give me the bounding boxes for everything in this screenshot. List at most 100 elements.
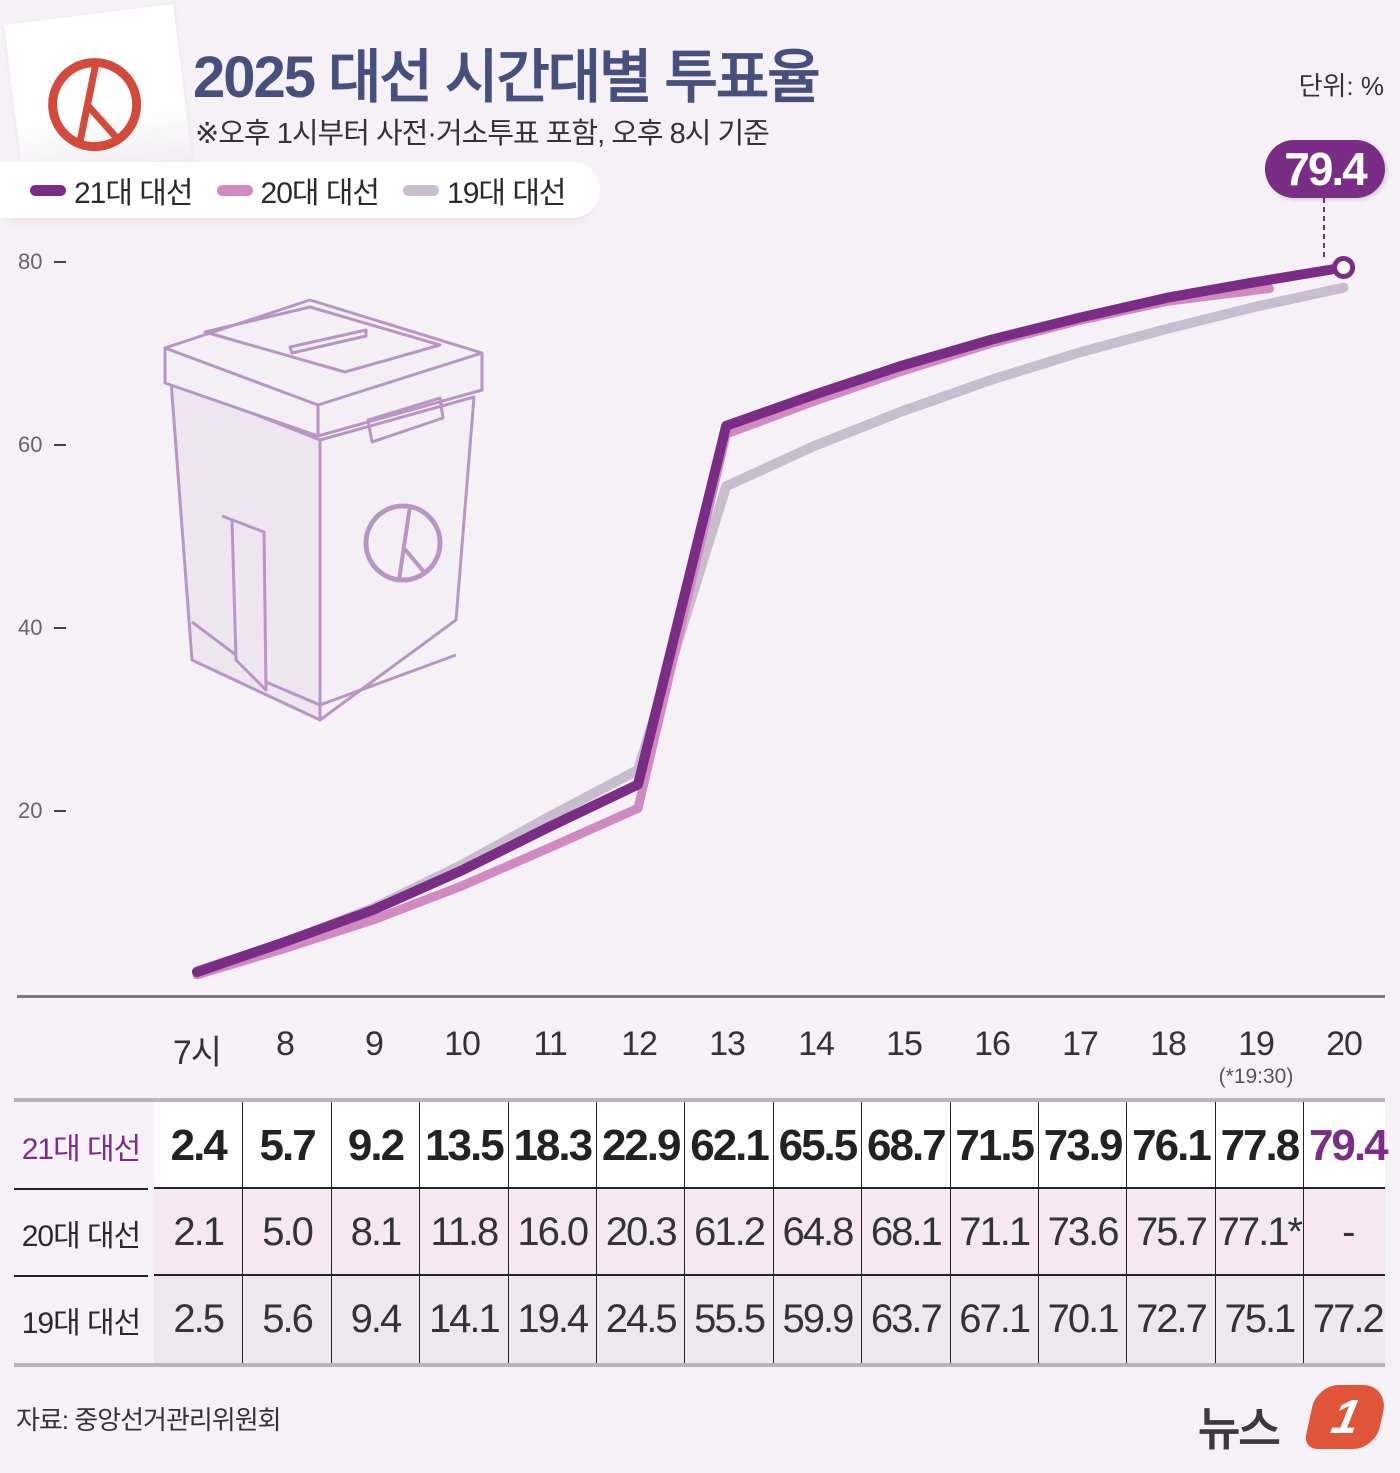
x-label: 14 xyxy=(798,1025,835,1063)
table-cell: 71.1 xyxy=(949,1189,1038,1276)
x-label: 11 xyxy=(533,1025,567,1063)
series-21-line xyxy=(192,262,1349,977)
legend-item-21: 21대 대선 xyxy=(30,168,194,212)
table-cell: 64.8 xyxy=(772,1189,861,1276)
chart-title: 2025 대선 시간대별 투표율 xyxy=(193,45,821,110)
legend: 21대 대선 20대 대선 19대 대선 xyxy=(0,162,600,218)
x-label: 13 xyxy=(709,1025,746,1063)
legend-item-19: 19대 대선 xyxy=(403,168,567,212)
table-cell: 16.0 xyxy=(507,1189,596,1276)
legend-item-20: 20대 대선 xyxy=(216,168,381,212)
x-axis-baseline xyxy=(17,995,1385,998)
table-cell: 61.2 xyxy=(684,1189,772,1276)
table-cell: 59.9 xyxy=(772,1276,861,1363)
table-cell: 67.1 xyxy=(949,1276,1038,1363)
table-cell: 68.7 xyxy=(861,1102,949,1189)
source-note: 자료: 중앙선거관리위원회 xyxy=(16,1405,282,1435)
y-tick-20: 20 xyxy=(18,798,78,824)
row-label: 21대 대선 xyxy=(21,1132,142,1166)
x-label: 19 xyxy=(1238,1025,1275,1063)
table-cell: 8.1 xyxy=(330,1189,419,1276)
table-cell: 77.2 xyxy=(1303,1276,1391,1363)
table-cell: 24.5 xyxy=(595,1276,684,1363)
legend-label: 21대 대선 xyxy=(74,177,194,210)
table-cell: 77.1* xyxy=(1214,1189,1303,1276)
table-cell: 62.1 xyxy=(684,1102,772,1189)
unit-label: 단위: % xyxy=(1298,71,1384,101)
x-label: 20 xyxy=(1326,1025,1363,1063)
table-cell: 2.1 xyxy=(173,1210,225,1254)
table-cell: 13.5 xyxy=(419,1102,507,1189)
x-label: 15 xyxy=(886,1025,923,1063)
x-label: 16 xyxy=(974,1025,1011,1063)
table-cell: 72.7 xyxy=(1126,1276,1214,1363)
table-cell: 20.3 xyxy=(595,1189,684,1276)
table-cell: 73.6 xyxy=(1037,1189,1126,1276)
row-divider xyxy=(14,1188,148,1190)
table-cell: 2.5 xyxy=(173,1297,225,1341)
table-cell: 65.5 xyxy=(772,1102,861,1189)
table-cell: 55.5 xyxy=(684,1276,772,1363)
table-cell-highlight: 79.4 xyxy=(1303,1102,1391,1189)
x-label: 10 xyxy=(444,1025,481,1063)
end-point-marker xyxy=(1332,255,1356,279)
y-tick-80: 80 xyxy=(18,249,78,275)
x-label: 17 xyxy=(1062,1025,1099,1063)
x-label-note: (*19:30) xyxy=(1218,1065,1294,1088)
row-cells: 2.5 5.6 9.4 14.1 19.4 24.5 55.5 59.9 63.… xyxy=(154,1276,1385,1363)
table-cell: 70.1 xyxy=(1037,1276,1126,1363)
legend-swatch-19 xyxy=(403,184,440,196)
ballot-stamp-icon xyxy=(48,58,142,152)
table-cell: - xyxy=(1303,1189,1391,1276)
x-label: 12 xyxy=(621,1025,658,1063)
y-tick-40: 40 xyxy=(18,615,78,641)
x-axis-labels: 7시 8 9 10 11 12 13 14 15 16 17 18 19 (*1… xyxy=(0,1025,1400,1095)
table-cell: 75.1 xyxy=(1214,1276,1303,1363)
legend-swatch-21 xyxy=(30,184,66,196)
row-cells: 2.4 5.7 9.2 13.5 18.3 22.9 62.1 65.5 68.… xyxy=(154,1102,1389,1189)
row-cells: 2.1 5.0 8.1 11.8 16.0 20.3 61.2 64.8 68.… xyxy=(154,1189,1385,1276)
table-cell: 9.4 xyxy=(330,1276,419,1363)
y-tick-60: 60 xyxy=(18,432,78,458)
chart-subtitle: ※오후 1시부터 사전·거소투표 포함, 오후 8시 기준 xyxy=(195,118,770,150)
legend-swatch-20 xyxy=(216,184,253,196)
table-cell: 9.2 xyxy=(330,1102,419,1189)
table-cell: 75.7 xyxy=(1126,1189,1214,1276)
brand-text: 뉴스 xyxy=(1198,1403,1281,1455)
table-cell: 11.8 xyxy=(419,1189,507,1276)
table-cell: 18.3 xyxy=(507,1102,596,1189)
table-bottom-rule xyxy=(14,1363,1385,1367)
table-cell: 22.9 xyxy=(595,1102,684,1189)
table-cell: 76.1 xyxy=(1126,1102,1214,1189)
table-row-19: 19대 대선 2.5 5.6 9.4 14.1 19.4 24.5 55.5 5… xyxy=(14,1276,1385,1363)
table-cell: 71.5 xyxy=(949,1102,1038,1189)
table-cell: 19.4 xyxy=(507,1276,596,1363)
table-top-rule xyxy=(14,1098,1385,1102)
ballot-box-icon xyxy=(163,298,484,722)
brand-badge-icon: 1 xyxy=(1303,1385,1389,1449)
table-cell: 63.7 xyxy=(861,1276,949,1363)
x-label: 18 xyxy=(1150,1025,1187,1063)
table-cell: 14.1 xyxy=(419,1276,507,1363)
x-label: 8 xyxy=(276,1025,295,1063)
logo-card xyxy=(4,4,194,194)
table-row-20: 20대 대선 2.1 5.0 8.1 11.8 16.0 20.3 61.2 6… xyxy=(14,1189,1385,1277)
table-cell: 5.6 xyxy=(242,1276,330,1363)
table-cell: 2.4 xyxy=(170,1120,228,1170)
table-cell: 5.7 xyxy=(242,1102,330,1189)
table-cell: 5.0 xyxy=(242,1189,330,1276)
news1-logo: 뉴스 1 xyxy=(1198,1383,1389,1455)
x-label: 9 xyxy=(365,1025,384,1063)
row-label: 20대 대선 xyxy=(21,1219,142,1253)
final-value-callout: 79.4 xyxy=(1265,140,1385,198)
legend-label: 20대 대선 xyxy=(260,177,381,210)
table-row-21: 21대 대선 2.4 5.7 9.2 13.5 18.3 22.9 62.1 6… xyxy=(14,1102,1389,1190)
x-label: 7시 xyxy=(172,1034,222,1072)
table-cell: 77.8 xyxy=(1214,1102,1303,1189)
row-label: 19대 대선 xyxy=(21,1306,142,1340)
row-divider xyxy=(14,1275,148,1277)
table-cell: 68.1 xyxy=(861,1189,949,1276)
legend-label: 19대 대선 xyxy=(447,177,567,210)
line-chart xyxy=(163,198,1356,980)
table-cell: 73.9 xyxy=(1037,1102,1126,1189)
